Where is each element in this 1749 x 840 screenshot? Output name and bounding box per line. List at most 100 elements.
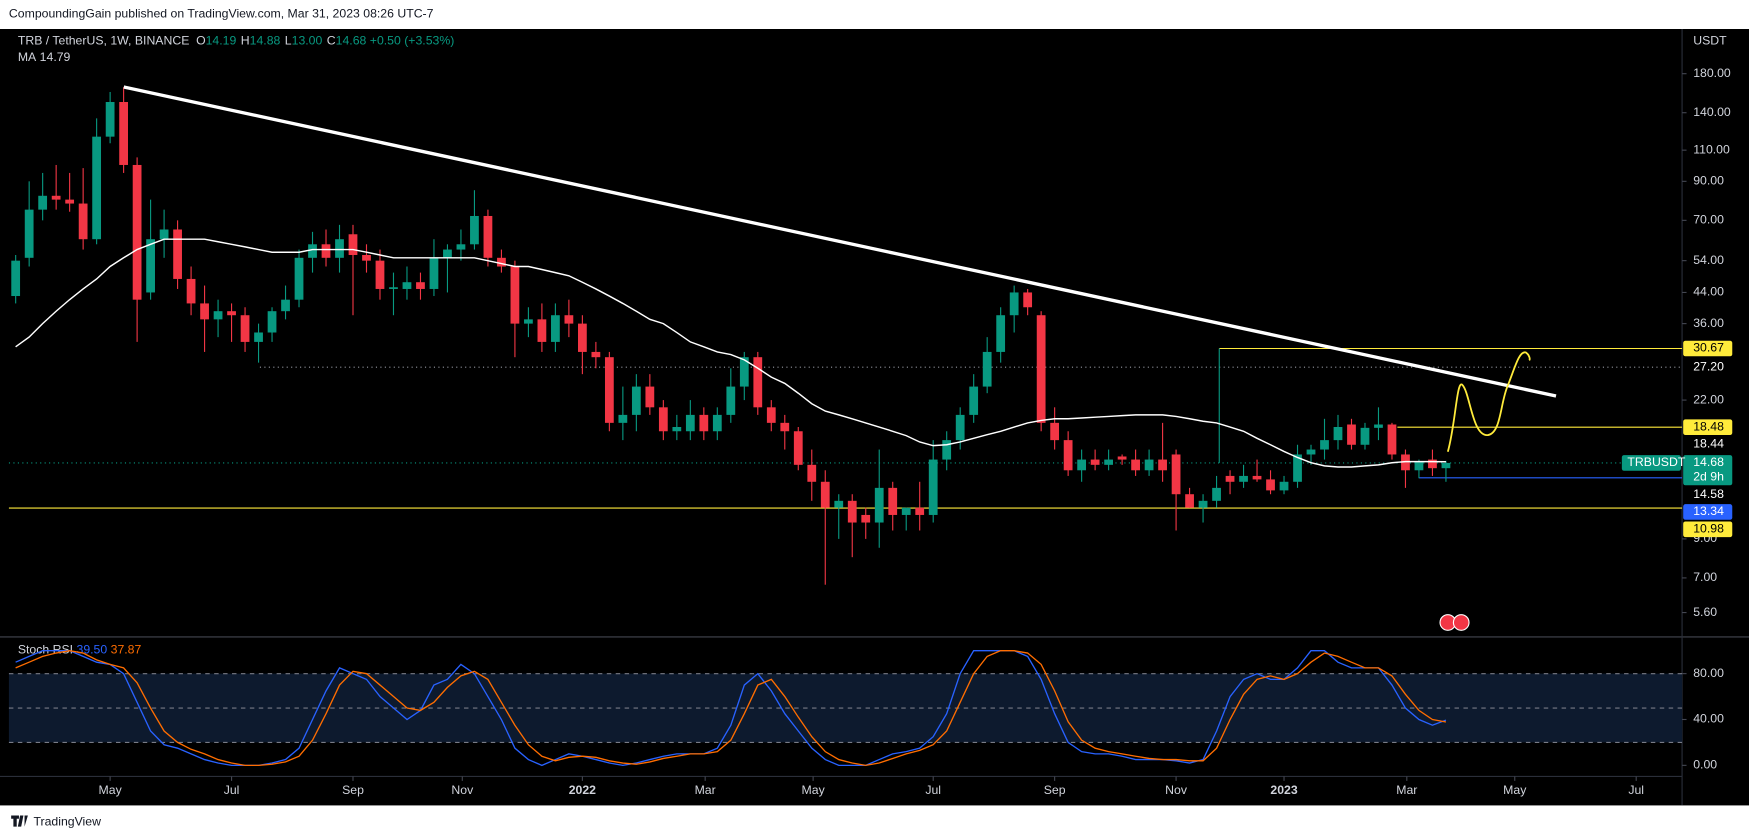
candle-body [65, 199, 75, 204]
candle-body [132, 164, 142, 300]
candle-body [564, 315, 574, 324]
price-label: 10.98 [1693, 522, 1724, 536]
y-tick-label: 110.00 [1693, 142, 1730, 156]
candle-body [551, 315, 560, 342]
candle-body [1131, 459, 1140, 471]
candle-body [1306, 449, 1316, 455]
x-tick-label: Mar [1396, 783, 1417, 797]
candle-body [618, 414, 628, 423]
candle-body [1401, 454, 1410, 471]
candle-body [1320, 440, 1329, 450]
price-label: 18.48 [1693, 419, 1724, 433]
symbol-tag-bg [1621, 455, 1681, 471]
x-tick-label: 2022 [569, 783, 596, 797]
candle-body [1333, 426, 1343, 441]
candle-body [267, 311, 277, 333]
y-tick-label: 22.00 [1693, 392, 1724, 406]
event-icons [1439, 614, 1470, 631]
candle-body [1279, 481, 1289, 491]
candle-body [874, 487, 884, 523]
candle-body [820, 481, 830, 508]
candle-body [631, 386, 641, 415]
symbol-name: TRB / TetherUS, 1W, BINANCE [18, 34, 190, 48]
candle-body [1374, 424, 1383, 428]
price-label: 14.58 [1693, 487, 1724, 501]
x-tick-label: 2023 [1270, 783, 1297, 797]
candle-body [672, 426, 682, 432]
candle-body [847, 500, 857, 523]
price-label-bg [1683, 486, 1733, 503]
brand-logo [11, 815, 28, 827]
candle-body [443, 249, 452, 258]
y-tick-label: 90.00 [1693, 174, 1724, 188]
main-pane [8, 87, 1683, 585]
symbol-tag: TRBUSDT [1627, 455, 1685, 469]
candle-body [1293, 454, 1302, 482]
candle-body [537, 319, 547, 342]
price-label-bg [1683, 436, 1733, 453]
candle-body [1009, 292, 1019, 316]
y-tick-label: 140.00 [1693, 105, 1731, 119]
x-tick-label: May [99, 783, 123, 797]
candle-body [834, 500, 844, 508]
candle-body [1077, 459, 1087, 471]
candle-body [577, 323, 587, 352]
candle-body [483, 215, 493, 258]
candle-body [915, 507, 925, 515]
x-tick-label: Nov [1165, 783, 1188, 797]
y-tick-label: 44.00 [1693, 285, 1724, 299]
y-tick-label: 180.00 [1693, 66, 1731, 80]
candle-body [497, 257, 506, 267]
candle-body [456, 244, 466, 250]
x-tick-label: Jul [1628, 783, 1644, 797]
candle-body [1212, 487, 1221, 501]
stoch-title: Stoch RSI [18, 643, 73, 657]
ohlc-key: H [241, 34, 250, 48]
price-label: 27.20 [1693, 359, 1724, 373]
candle-body [375, 260, 385, 289]
candle-body [1360, 427, 1370, 445]
candle-body [780, 422, 790, 432]
candle-body [1144, 459, 1154, 471]
candle-body [38, 195, 48, 210]
candle-body [1063, 440, 1073, 471]
candle-body [335, 239, 344, 258]
projection-sketch [1446, 351, 1531, 453]
candle-body [119, 102, 129, 165]
x-tick-label: Sep [1044, 783, 1066, 797]
y-tick-label: 36.00 [1693, 316, 1724, 330]
candle-body [429, 257, 439, 289]
candle-body [1050, 422, 1060, 441]
candle-body [1414, 461, 1424, 471]
currency: USDT [1693, 34, 1727, 48]
ohlc-value: 13.00 [292, 34, 323, 48]
candle-body [658, 407, 668, 432]
candle-body [227, 311, 236, 316]
candle-body [1428, 459, 1437, 469]
stoch-k: 39.50 [77, 643, 108, 657]
candle-body [942, 440, 952, 460]
candle-body [604, 357, 614, 423]
brand: TradingView [11, 814, 101, 828]
ohlc-value: 14.19 [206, 34, 237, 48]
candle-body [213, 311, 223, 320]
candle-body [1266, 479, 1275, 491]
candle-body [1387, 424, 1397, 455]
candle-body [11, 260, 21, 297]
candle-body [1441, 462, 1451, 469]
candle-body [1104, 459, 1114, 465]
candle-body [901, 507, 911, 515]
stoch-tick-label: 0.00 [1693, 758, 1717, 772]
candle-body [753, 357, 763, 408]
candle-body [955, 414, 965, 441]
candle-body [105, 102, 115, 137]
trendline [123, 85, 1557, 398]
candle-body [1090, 459, 1100, 465]
candle-body [1036, 315, 1046, 423]
stoch-line [15, 650, 1447, 767]
y-tick-label: 70.00 [1693, 213, 1724, 227]
candle-body [1347, 424, 1356, 445]
price-label-bg [1683, 521, 1733, 538]
candle-body [348, 234, 358, 256]
